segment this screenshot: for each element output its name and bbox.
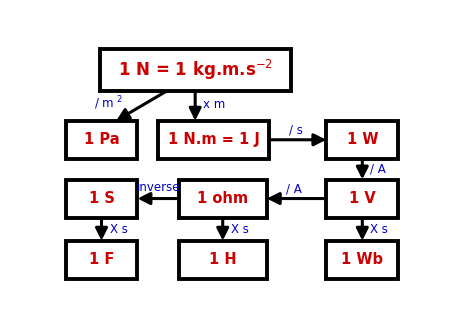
Text: inverse: inverse: [137, 181, 180, 194]
Text: / A: / A: [370, 163, 385, 176]
Text: 1 W: 1 W: [346, 132, 378, 147]
Text: 1 Wb: 1 Wb: [341, 252, 383, 267]
Text: X s: X s: [109, 223, 128, 236]
FancyBboxPatch shape: [66, 241, 137, 279]
FancyBboxPatch shape: [179, 180, 267, 218]
FancyBboxPatch shape: [327, 180, 398, 218]
Text: X s: X s: [231, 223, 249, 236]
FancyBboxPatch shape: [179, 241, 267, 279]
Text: / A: / A: [286, 182, 302, 195]
Text: 1 Pa: 1 Pa: [84, 132, 119, 147]
FancyBboxPatch shape: [66, 121, 137, 159]
Text: 1 V: 1 V: [349, 191, 376, 206]
Text: 1 H: 1 H: [209, 252, 237, 267]
Text: X s: X s: [370, 223, 388, 236]
FancyBboxPatch shape: [100, 49, 291, 91]
FancyBboxPatch shape: [327, 121, 398, 159]
FancyBboxPatch shape: [327, 241, 398, 279]
FancyBboxPatch shape: [158, 121, 269, 159]
Text: / s: / s: [289, 123, 303, 136]
Text: 1 F: 1 F: [89, 252, 114, 267]
Text: 1 S: 1 S: [89, 191, 114, 206]
Text: 1 N = 1 kg.m.s$^{-2}$: 1 N = 1 kg.m.s$^{-2}$: [118, 58, 273, 82]
Text: 1 ohm: 1 ohm: [197, 191, 248, 206]
Text: x m: x m: [202, 98, 225, 111]
Text: / m $^{2}$: / m $^{2}$: [94, 94, 124, 112]
Text: 1 N.m = 1 J: 1 N.m = 1 J: [168, 132, 259, 147]
FancyBboxPatch shape: [66, 180, 137, 218]
